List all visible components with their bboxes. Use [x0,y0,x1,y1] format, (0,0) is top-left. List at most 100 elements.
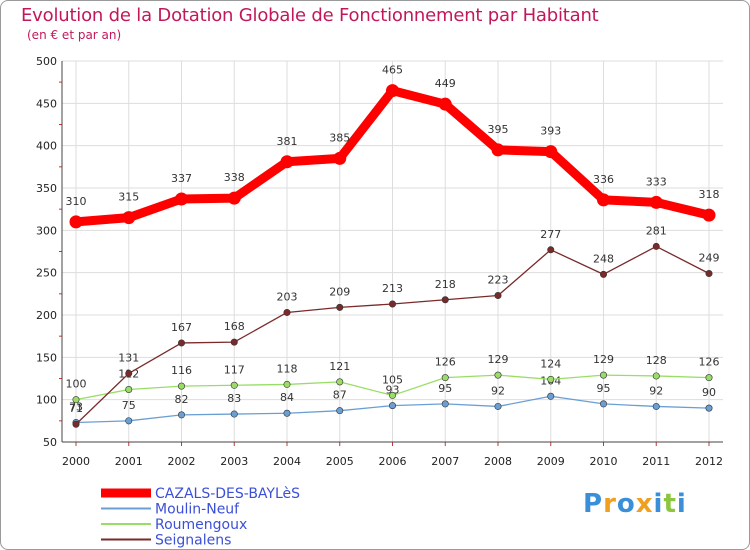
data-label: 129 [593,353,614,366]
data-label: 105 [382,373,403,386]
y-tick-label: 200 [36,309,57,322]
data-label: 336 [593,173,614,186]
data-label: 449 [435,77,456,90]
data-point [649,195,663,209]
data-point [544,145,558,159]
proxiti-logo: Proxiti [583,489,687,519]
legend-label: Roumengoux [155,517,247,533]
data-label: 117 [224,363,245,376]
data-label: 248 [593,252,614,265]
y-tick-label: 300 [36,224,57,237]
logo-letter: x [635,489,654,519]
data-point [652,372,660,380]
data-point [230,338,238,346]
data-point [178,411,186,419]
data-label: 131 [118,351,139,364]
data-point [491,143,505,157]
x-tick-label: 2007 [431,455,459,468]
data-point [597,193,610,207]
logo-letter: P [583,489,604,519]
data-point [227,191,241,205]
y-tick-label: 500 [36,55,57,68]
data-point [547,392,555,400]
data-point [125,369,133,377]
legend-label: CAZALS-DES-BAYLèS [155,486,300,502]
data-point [547,246,555,254]
x-tick-label: 2003 [220,455,248,468]
data-point [652,242,660,250]
x-tick-label: 2006 [379,455,407,468]
data-point [441,400,449,408]
x-tick-label: 2004 [273,455,301,468]
data-label: 95 [597,382,611,395]
data-point [494,371,502,379]
data-point [705,270,713,278]
data-label: 83 [227,392,241,405]
data-label: 333 [646,175,667,188]
y-tick-label: 450 [36,97,57,110]
data-label: 71 [69,402,83,415]
data-point [336,303,344,311]
data-point [702,208,716,222]
data-label: 116 [171,364,192,377]
data-label: 121 [329,360,350,373]
x-tick-label: 2005 [326,455,354,468]
data-point [705,374,713,382]
data-label: 281 [646,224,667,237]
data-point [69,215,83,229]
data-label: 395 [488,123,509,136]
y-tick-label: 100 [36,394,57,407]
data-label: 203 [277,290,298,303]
data-label: 82 [175,393,189,406]
data-point [652,402,660,410]
data-label: 75 [122,399,136,412]
data-point [388,300,396,308]
data-label: 126 [435,356,456,369]
data-point [386,84,399,98]
logo-letter: i [676,489,687,519]
data-point [283,380,291,388]
data-label: 310 [66,195,87,208]
data-label: 167 [171,321,192,334]
data-label: 338 [224,171,245,184]
data-point [125,417,133,425]
data-label: 129 [488,353,509,366]
data-label: 318 [699,188,720,201]
x-tick-label: 2001 [115,455,143,468]
x-tick-label: 2011 [642,455,670,468]
data-label: 381 [277,135,298,148]
data-point [336,407,344,415]
x-tick-label: 2012 [695,455,723,468]
data-point [388,391,396,399]
data-point [230,381,238,389]
y-tick-label: 150 [36,351,57,364]
data-label: 124 [540,357,561,370]
data-label: 393 [540,125,561,138]
y-tick-label: 50 [43,436,57,449]
data-label: 249 [699,252,720,265]
data-label: 168 [224,320,245,333]
data-point [72,420,80,428]
data-point [599,400,607,408]
data-point [599,371,607,379]
logo-letter: i [653,489,664,519]
data-label: 92 [491,384,505,397]
data-point [438,97,452,111]
data-label: 465 [382,64,403,77]
data-point [280,155,294,169]
chart-subtitle: (en € et par an) [27,28,122,42]
data-point [175,192,188,206]
data-point [336,378,344,386]
data-label: 87 [333,389,347,402]
data-label: 209 [329,285,350,298]
x-tick-label: 2009 [537,455,565,468]
data-label: 223 [488,274,509,287]
data-point [441,374,449,382]
data-point [388,402,396,410]
data-point [283,308,291,316]
data-label: 213 [382,282,403,295]
data-label: 118 [277,362,298,375]
data-label: 315 [118,191,139,204]
data-point [705,404,713,412]
